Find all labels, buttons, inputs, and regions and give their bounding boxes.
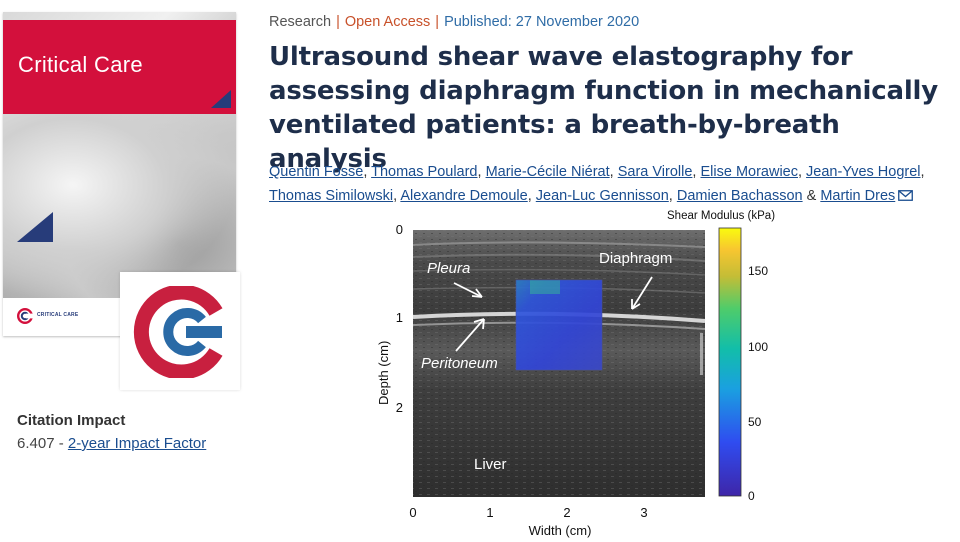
ultrasound-figure-svg: Pleura Diaphragm Peritoneum Liver 0 1 2 … [376,210,775,538]
author-separator: , [920,164,925,180]
author-link[interactable]: Sara Virolle [617,164,693,180]
y-tick-label: 0 [396,222,403,237]
author-link[interactable]: Thomas Similowski [269,188,394,204]
journal-logo [120,272,240,390]
cover-journal-title: Critical Care [18,52,143,77]
cover-triangle-decoration [17,212,53,242]
impact-separator: - [54,435,68,452]
y-tick-label: 2 [396,400,403,415]
author-link[interactable]: Thomas Poulard [371,164,478,180]
colorbar-tick: 0 [748,489,755,503]
diaphragm-label: Diaphragm [599,250,672,267]
author-separator: , [609,164,618,180]
author-separator: , [797,164,807,180]
author-link[interactable]: Quentin Fossé [269,164,364,180]
y-tick-label: 1 [396,310,403,325]
peritoneum-arrow-head [473,318,485,330]
published-date: Published: 27 November 2020 [444,14,640,30]
author-link[interactable]: Martin Dres [820,188,896,204]
author-link[interactable]: Damien Bachasson [676,188,803,204]
colorbar-tick: 150 [748,264,768,278]
ultrasound-figure: Pleura Diaphragm Peritoneum Liver 0 1 2 … [370,205,960,542]
author-link[interactable]: Marie-Cécile Niérat [485,164,610,180]
author-link[interactable]: Elise Morawiec [700,164,798,180]
author-separator: , [393,188,401,204]
x-axis: 0 1 2 3 Width (cm) [409,505,647,538]
x-tick-label: 1 [486,505,493,520]
citation-impact-line: 6.407 - 2-year Impact Factor [17,435,206,452]
pleura-arrow [453,282,483,298]
journal-cover[interactable]: Critical Care CRITICAL CARE [3,12,236,336]
colorbar-tick: 50 [748,415,762,429]
peritoneum-label: Peritoneum [421,355,498,372]
shear-wave-box [515,279,603,371]
author-list: Quentin Fossé, Thomas Poulard, Marie-Céc… [269,160,949,208]
cover-footer-text: CRITICAL CARE [37,312,79,318]
peritoneum-arrow [455,318,485,352]
pleura-arrow-head [471,288,483,298]
author-separator: & [802,188,821,204]
y-axis: 0 1 2 Depth (cm) [376,222,403,415]
author-separator: , [363,164,372,180]
email-icon[interactable] [898,190,914,201]
author-link[interactable]: Jean-Yves Hogrel [806,164,921,180]
author-separator: , [668,188,677,204]
x-tick-label: 3 [640,505,647,520]
meta-divider: | [435,14,440,30]
impact-factor-value: 6.407 [17,435,55,452]
author-link[interactable]: Alexandre Demoule [400,188,528,204]
colorbar: Shear Modulus (kPa) 150 100 50 0 [667,210,775,503]
author-separator: , [527,188,536,204]
impact-factor-link[interactable]: 2-year Impact Factor [67,435,207,452]
colorbar-title: Shear Modulus (kPa) [667,210,775,222]
article-type: Research [269,14,332,30]
meta-divider: | [336,14,340,30]
cover-title-band [3,20,236,114]
liver-label: Liver [474,456,507,473]
diaphragm-arrow-head [631,299,641,310]
author-separator: , [692,164,701,180]
y-axis-label: Depth (cm) [376,341,391,405]
cover-triangle-decoration [211,90,231,108]
citation-impact-heading: Citation Impact [17,412,126,429]
diaphragm-arrow [631,276,653,310]
x-tick-label: 2 [563,505,570,520]
colorbar-gradient [718,227,742,497]
author-link[interactable]: Jean-Luc Gennisson [535,188,669,204]
pleura-label: Pleura [427,260,470,277]
cover-footer-logo-icon [17,308,33,324]
article-meta: Research | Open Access | Published: 27 Novem… [269,14,639,30]
cover-photo [3,107,236,302]
article-title: Ultrasound shear wave elastography for a… [269,42,939,174]
author-separator: , [477,164,486,180]
colorbar-tick: 100 [748,340,768,354]
x-tick-label: 0 [409,505,416,520]
x-axis-label: Width (cm) [529,523,592,538]
critical-care-logo-icon [133,286,223,378]
open-access-badge: Open Access [344,14,431,30]
